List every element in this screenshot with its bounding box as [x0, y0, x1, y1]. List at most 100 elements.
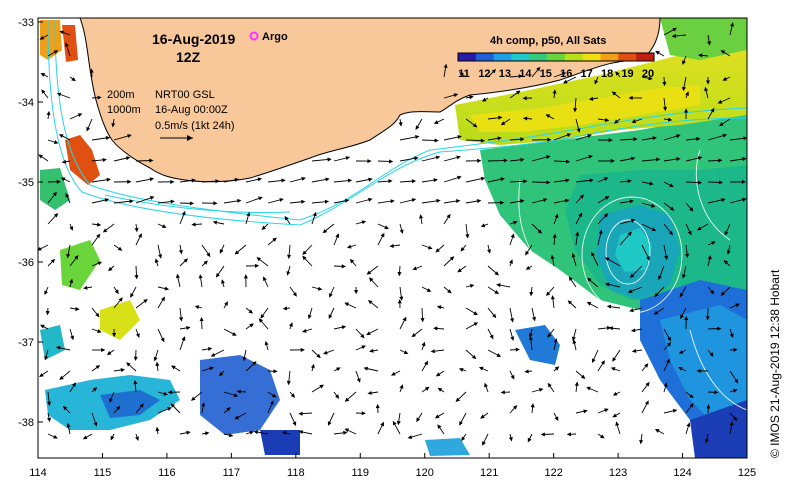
lon-tick-label: 120	[416, 467, 434, 479]
current-vector-head	[478, 366, 484, 371]
lat-tick-label: -36	[18, 257, 34, 269]
colorbar-swatch	[600, 53, 619, 61]
current-vector-head	[204, 431, 210, 436]
current-vector-head	[335, 233, 340, 238]
current-vector-head	[697, 156, 703, 161]
current-vector-head	[587, 134, 592, 139]
current-vector-head	[272, 237, 277, 242]
current-vector-head	[367, 300, 373, 305]
current-vector-head	[127, 134, 132, 139]
current-vector-head	[108, 266, 113, 272]
current-vector-head	[279, 198, 284, 202]
current-vector-head	[286, 380, 291, 386]
current-vector-head	[170, 199, 175, 204]
current-vector-head	[327, 157, 332, 162]
current-vector-head	[354, 290, 359, 295]
current-vector-head	[721, 197, 726, 203]
lon-tick-label: 117	[223, 467, 241, 479]
current-vector-head	[631, 119, 637, 124]
current-vector-head	[281, 431, 287, 436]
lon-tick-label: 114	[29, 467, 47, 479]
current-vector-head	[591, 358, 596, 364]
current-vector-head	[654, 292, 659, 298]
current-vector-head	[97, 95, 102, 100]
colorbar-ticks: 11 12 13 14 15 16 17 18 19 20	[458, 68, 654, 80]
current-vector-head	[435, 155, 441, 160]
current-vector-head	[594, 79, 599, 85]
current-vector-head	[566, 133, 572, 138]
current-vector-head	[726, 250, 731, 255]
current-vector-head	[104, 198, 110, 203]
current-vector-head	[101, 347, 106, 353]
current-vector-head	[403, 350, 409, 355]
current-vector-head	[436, 198, 441, 203]
current-vector-head	[500, 390, 505, 395]
current-vector-head	[589, 178, 594, 183]
current-vector-head	[194, 305, 200, 310]
current-vector-head	[480, 414, 485, 419]
current-vector-head	[97, 261, 103, 266]
current-vector-head	[125, 156, 131, 161]
current-vector-head	[658, 275, 662, 281]
current-vector-head	[89, 68, 94, 73]
current-vector-head	[568, 276, 573, 281]
current-vector-head	[66, 422, 71, 428]
current-vector-head	[319, 384, 324, 389]
current-vector-head	[134, 227, 139, 233]
current-vector-head	[96, 233, 101, 239]
current-vector-head	[446, 213, 451, 219]
current-vector-head	[253, 430, 259, 435]
current-vector-head	[347, 244, 352, 249]
current-vector-head	[598, 229, 603, 235]
current-vector-head	[729, 333, 734, 338]
colorbar-frame	[457, 52, 655, 62]
current-vector-head	[547, 137, 552, 142]
current-vector-head	[361, 345, 367, 350]
isobath-200m-label: 200m	[107, 89, 135, 101]
current-vector-head	[586, 386, 591, 391]
current-vector-head	[710, 289, 715, 295]
colorbar-tick-label: 17	[581, 68, 593, 80]
current-vector-head	[550, 295, 555, 300]
current-vector-head	[60, 177, 66, 182]
current-vector-head	[367, 391, 372, 395]
current-vector-head	[588, 154, 593, 159]
current-vector-head	[149, 158, 154, 163]
current-vector-head	[135, 436, 139, 441]
current-vector-head	[510, 374, 515, 380]
current-vector-head	[513, 220, 518, 225]
current-vector-head	[96, 222, 102, 227]
current-vector-head	[209, 366, 215, 371]
current-vector-head	[662, 81, 667, 87]
current-vector-head	[545, 114, 551, 119]
current-vector-head	[328, 314, 333, 319]
current-vector-head	[39, 35, 45, 40]
current-vector-head	[706, 404, 711, 409]
current-vector-head	[520, 137, 525, 142]
current-vector-head	[687, 230, 692, 236]
current-vector-head	[232, 332, 237, 336]
current-vector-head	[322, 228, 328, 234]
current-vector-head	[53, 213, 59, 218]
current-vector-head	[53, 434, 58, 439]
current-vector-head	[329, 293, 333, 298]
current-vector-head	[447, 289, 452, 294]
current-vector-head	[344, 198, 350, 203]
argo-legend-label: Argo	[262, 31, 288, 43]
current-vector-head	[191, 178, 196, 183]
current-vector-head	[186, 325, 191, 330]
current-vector-head	[367, 159, 372, 164]
current-vector-head	[61, 159, 67, 164]
current-vector-head	[160, 337, 165, 343]
current-vector-head	[612, 413, 617, 418]
current-vector-head	[546, 180, 551, 185]
current-vector-head	[109, 398, 113, 403]
current-vector-head	[215, 179, 220, 184]
current-vector-head	[189, 201, 195, 206]
colorbar-tick-label: 20	[642, 68, 654, 80]
current-vector-head	[733, 347, 738, 352]
current-vector-head	[678, 349, 684, 354]
current-vector-head	[236, 389, 241, 394]
current-vector-head	[554, 213, 559, 219]
lon-tick-label: 121	[480, 467, 498, 479]
